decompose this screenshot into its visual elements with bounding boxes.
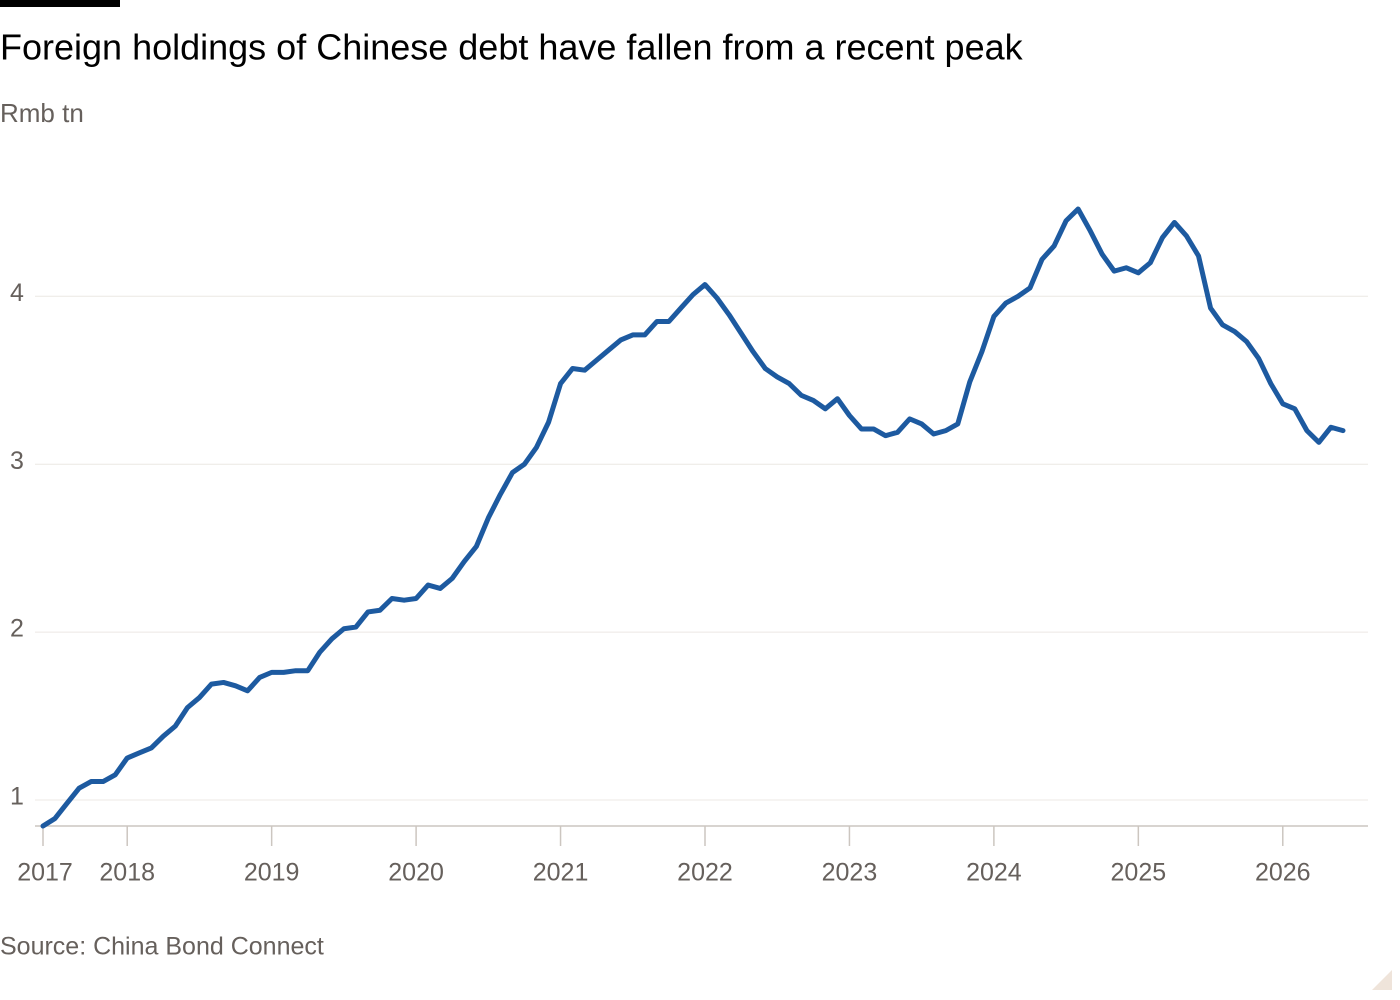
x-tick-label: 2022 [677,859,733,887]
data-line [40,206,1346,829]
chart-title: Foreign holdings of Chinese debt have fa… [0,27,1024,68]
x-tick-label: 2020 [388,859,444,887]
x-tick-label: 2024 [966,859,1022,887]
brand-bar [0,0,120,7]
x-tick-label: 2019 [244,859,300,887]
x-tick-label: 2026 [1255,859,1311,887]
x-tick-label: 2018 [99,859,155,887]
source: Source: China Bond Connect [0,933,324,961]
y-tick-label: 3 [10,447,24,475]
y-tick-label: 4 [10,279,24,307]
corner-mark [1372,970,1392,990]
x-tick-label: 2021 [533,859,589,887]
y-tick-label: 2 [10,615,24,643]
y-tick-label: 1 [10,783,24,811]
x-tick-label: 2023 [822,859,878,887]
chart-subtitle: Rmb tn [0,98,84,128]
x-tick-label: 2017 [17,859,73,887]
x-tick-label: 2025 [1111,859,1167,887]
